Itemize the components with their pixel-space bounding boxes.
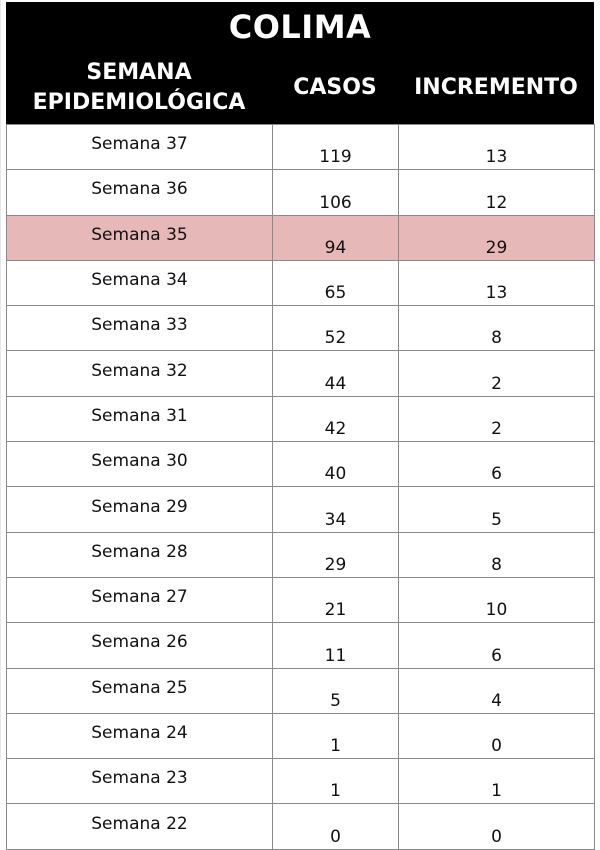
table-row: Semana 33 52 8 bbox=[6, 305, 595, 352]
cell-casos[interactable]: 94 bbox=[272, 214, 399, 261]
table-row: Semana 35 94 29 bbox=[6, 214, 595, 261]
data-table: Semana 37 119 13 Semana 36 106 12 Semana 35 94 2… bbox=[6, 123, 595, 850]
table-row: Semana 36 106 12 bbox=[6, 169, 595, 216]
column-header-semana-line2: EPIDEMIOLÓGICA bbox=[32, 89, 246, 115]
cell-semana[interactable]: Semana 37 bbox=[6, 123, 273, 171]
table-row: Semana 27 21 10 bbox=[6, 576, 595, 624]
cell-semana[interactable]: Semana 36 bbox=[6, 169, 273, 216]
table-title-text: COLIMA bbox=[228, 7, 372, 46]
cell-incremento[interactable]: 4 bbox=[398, 667, 595, 714]
cell-incremento[interactable]: 2 bbox=[398, 350, 595, 397]
cell-semana[interactable]: Semana 26 bbox=[6, 622, 273, 669]
cell-incremento[interactable]: 5 bbox=[398, 486, 595, 533]
table-row: Semana 26 11 6 bbox=[6, 622, 595, 669]
cell-casos[interactable]: 1 bbox=[272, 758, 399, 805]
cell-casos[interactable]: 0 bbox=[272, 803, 399, 850]
cell-casos[interactable]: 52 bbox=[272, 305, 399, 352]
table-row: Semana 24 1 0 bbox=[6, 712, 595, 760]
table-title: COLIMA bbox=[6, 2, 594, 51]
cell-semana[interactable]: Semana 35 bbox=[6, 214, 273, 261]
cell-casos[interactable]: 21 bbox=[272, 576, 399, 624]
cell-incremento[interactable]: 2 bbox=[398, 395, 595, 443]
cell-semana[interactable]: Semana 34 bbox=[6, 259, 273, 307]
cell-semana[interactable]: Semana 30 bbox=[6, 441, 273, 488]
cell-incremento[interactable]: 1 bbox=[398, 758, 595, 805]
cell-casos[interactable]: 40 bbox=[272, 441, 399, 488]
cell-casos[interactable]: 34 bbox=[272, 486, 399, 533]
cell-semana[interactable]: Semana 33 bbox=[6, 305, 273, 352]
cell-incremento[interactable]: 6 bbox=[398, 441, 595, 488]
data-table-body: Semana 37 119 13 Semana 36 106 12 Semana 35 94 2… bbox=[6, 123, 595, 850]
table-row: Semana 31 42 2 bbox=[6, 395, 595, 443]
cell-incremento[interactable]: 13 bbox=[398, 259, 595, 307]
cell-semana[interactable]: Semana 27 bbox=[6, 576, 273, 624]
cell-casos[interactable]: 65 bbox=[272, 259, 399, 307]
column-header-semana: SEMANA EPIDEMIOLÓGICA bbox=[6, 51, 272, 124]
cell-incremento[interactable]: 8 bbox=[398, 305, 595, 352]
cell-semana[interactable]: Semana 24 bbox=[6, 712, 273, 760]
cell-casos[interactable]: 5 bbox=[272, 667, 399, 714]
cell-semana[interactable]: Semana 28 bbox=[6, 531, 273, 578]
cell-semana[interactable]: Semana 22 bbox=[6, 803, 273, 850]
column-header-incremento: INCREMENTO bbox=[414, 74, 578, 100]
cell-incremento[interactable]: 12 bbox=[398, 169, 595, 216]
cell-semana[interactable]: Semana 31 bbox=[6, 395, 273, 443]
table-row: Semana 23 1 1 bbox=[6, 758, 595, 805]
column-header-row: SEMANA EPIDEMIOLÓGICA CASOS INCREMENTO bbox=[6, 51, 594, 124]
table-row: Semana 30 40 6 bbox=[6, 441, 595, 488]
table-row: Semana 32 44 2 bbox=[6, 350, 595, 397]
table-row: Semana 28 29 8 bbox=[6, 531, 595, 578]
cell-casos[interactable]: 11 bbox=[272, 622, 399, 669]
cell-incremento[interactable]: 10 bbox=[398, 576, 595, 624]
column-header-semana-line1: SEMANA bbox=[86, 59, 192, 85]
column-header-casos: CASOS bbox=[293, 74, 377, 100]
cell-semana[interactable]: Semana 23 bbox=[6, 758, 273, 805]
cell-casos[interactable]: 1 bbox=[272, 712, 399, 760]
cell-incremento[interactable]: 13 bbox=[398, 123, 595, 171]
cell-incremento[interactable]: 29 bbox=[398, 214, 595, 261]
cell-incremento[interactable]: 6 bbox=[398, 622, 595, 669]
cell-casos[interactable]: 44 bbox=[272, 350, 399, 397]
cell-casos[interactable]: 42 bbox=[272, 395, 399, 443]
cell-semana[interactable]: Semana 25 bbox=[6, 667, 273, 714]
table-row: Semana 37 119 13 bbox=[6, 123, 595, 171]
cell-incremento[interactable]: 8 bbox=[398, 531, 595, 578]
table-row: Semana 34 65 13 bbox=[6, 259, 595, 307]
table-row: Semana 25 5 4 bbox=[6, 667, 595, 714]
cell-semana[interactable]: Semana 32 bbox=[6, 350, 273, 397]
cell-incremento[interactable]: 0 bbox=[398, 803, 595, 850]
cell-casos[interactable]: 106 bbox=[272, 169, 399, 216]
cell-casos[interactable]: 29 bbox=[272, 531, 399, 578]
cell-incremento[interactable]: 0 bbox=[398, 712, 595, 760]
cell-semana[interactable]: Semana 29 bbox=[6, 486, 273, 533]
table-row: Semana 22 0 0 bbox=[6, 803, 595, 850]
table-row: Semana 29 34 5 bbox=[6, 486, 595, 533]
cell-casos[interactable]: 119 bbox=[272, 123, 399, 171]
